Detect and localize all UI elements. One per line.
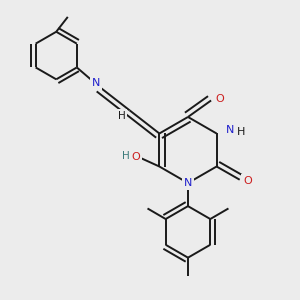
Text: H: H — [122, 151, 130, 160]
Text: O: O — [244, 176, 252, 186]
Text: O: O — [215, 94, 224, 104]
Text: O: O — [131, 152, 140, 162]
Text: N: N — [226, 125, 234, 135]
Text: N: N — [184, 179, 192, 189]
Text: O: O — [244, 176, 252, 186]
Text: H: H — [237, 127, 245, 137]
Text: N: N — [184, 178, 192, 188]
Text: N: N — [92, 78, 100, 88]
Text: H: H — [122, 151, 130, 160]
Text: H: H — [238, 127, 245, 137]
Text: H: H — [118, 111, 125, 121]
Text: O: O — [215, 94, 224, 104]
Text: N: N — [226, 125, 234, 135]
Text: N: N — [92, 78, 100, 88]
Text: H: H — [118, 111, 125, 121]
Text: O: O — [131, 152, 140, 162]
